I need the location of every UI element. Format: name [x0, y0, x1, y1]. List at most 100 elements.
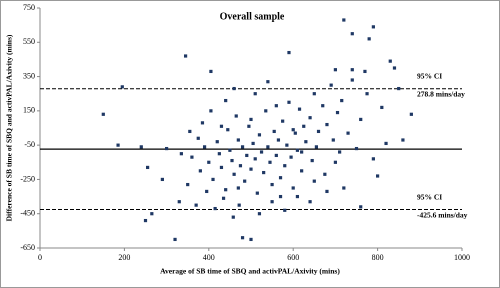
point — [287, 100, 291, 104]
point — [281, 119, 285, 123]
point — [278, 194, 283, 199]
point — [234, 114, 238, 118]
point — [350, 32, 354, 36]
point — [264, 109, 268, 113]
point — [371, 157, 375, 161]
point — [247, 124, 251, 128]
point — [143, 218, 148, 223]
x-tick-label: 400 — [203, 253, 215, 262]
point — [253, 157, 257, 161]
point — [316, 129, 321, 134]
y-tick-label: 350 — [23, 71, 35, 80]
point — [120, 85, 124, 89]
point — [308, 116, 312, 120]
point — [274, 153, 278, 158]
point — [297, 107, 302, 111]
point — [226, 128, 230, 132]
point — [116, 143, 120, 147]
point — [186, 182, 190, 187]
point — [325, 189, 329, 194]
point — [200, 121, 205, 125]
point — [365, 92, 369, 96]
chart-title: Overall sample — [220, 11, 285, 22]
point — [243, 179, 247, 183]
point — [300, 169, 304, 173]
point — [232, 172, 236, 176]
point — [196, 136, 200, 140]
x-tick-label: 800 — [372, 253, 384, 262]
point — [211, 177, 215, 182]
point — [283, 208, 287, 212]
point — [253, 92, 257, 96]
point — [231, 215, 235, 219]
point — [380, 105, 384, 110]
point — [363, 69, 367, 74]
point — [350, 68, 354, 72]
point — [219, 124, 224, 128]
point — [232, 86, 236, 91]
point — [384, 141, 388, 146]
point — [257, 212, 262, 216]
point — [342, 186, 346, 190]
ci-annotation: 95% CI — [417, 192, 442, 201]
y-tick-label: -450 — [20, 209, 35, 218]
y-tick-label: -50 — [24, 140, 35, 149]
point — [190, 155, 194, 159]
point — [371, 25, 375, 29]
point — [310, 158, 314, 163]
y-tick-label: -250 — [20, 174, 35, 183]
ci-value: 278.8 mins/day — [417, 89, 465, 98]
ci-annotation: 95% CI — [417, 71, 442, 80]
point — [270, 200, 274, 204]
point — [293, 131, 297, 135]
point — [350, 78, 354, 82]
x-tick-label: 1000 — [454, 253, 470, 262]
point — [139, 145, 143, 149]
point — [209, 69, 213, 74]
point — [354, 146, 359, 151]
point — [165, 146, 169, 151]
x-tick-label: 200 — [118, 253, 130, 262]
point — [209, 109, 213, 113]
point — [257, 133, 262, 137]
point — [338, 150, 342, 154]
point — [287, 50, 291, 55]
point — [183, 54, 188, 58]
point — [259, 150, 264, 154]
point — [367, 37, 371, 41]
point — [335, 110, 340, 115]
point — [321, 104, 325, 108]
point — [300, 150, 304, 154]
point — [295, 194, 300, 199]
point — [329, 83, 333, 87]
x-axis-label: Average of SB time of SBQ and activPAL/A… — [160, 267, 340, 276]
point — [295, 148, 300, 152]
point — [219, 165, 224, 170]
y-axis-label: Difference of SB time of SBQ and activPA… — [5, 34, 14, 221]
point — [266, 80, 270, 84]
point — [202, 145, 207, 149]
point — [304, 140, 308, 144]
point — [240, 145, 245, 149]
point — [251, 141, 255, 146]
point — [177, 200, 181, 204]
point — [230, 158, 234, 163]
point — [150, 212, 154, 216]
point — [289, 155, 293, 159]
x-tick-label: 0 — [38, 253, 42, 262]
point — [255, 191, 259, 195]
point — [272, 129, 276, 134]
y-tick-label: 150 — [23, 106, 35, 115]
point — [359, 205, 363, 209]
y-tick-label: 550 — [23, 37, 35, 46]
point — [262, 170, 266, 175]
point — [205, 189, 209, 194]
point — [323, 172, 327, 176]
point — [312, 179, 316, 183]
point — [179, 152, 183, 156]
point — [245, 153, 249, 158]
point — [291, 128, 295, 132]
point — [392, 66, 397, 70]
